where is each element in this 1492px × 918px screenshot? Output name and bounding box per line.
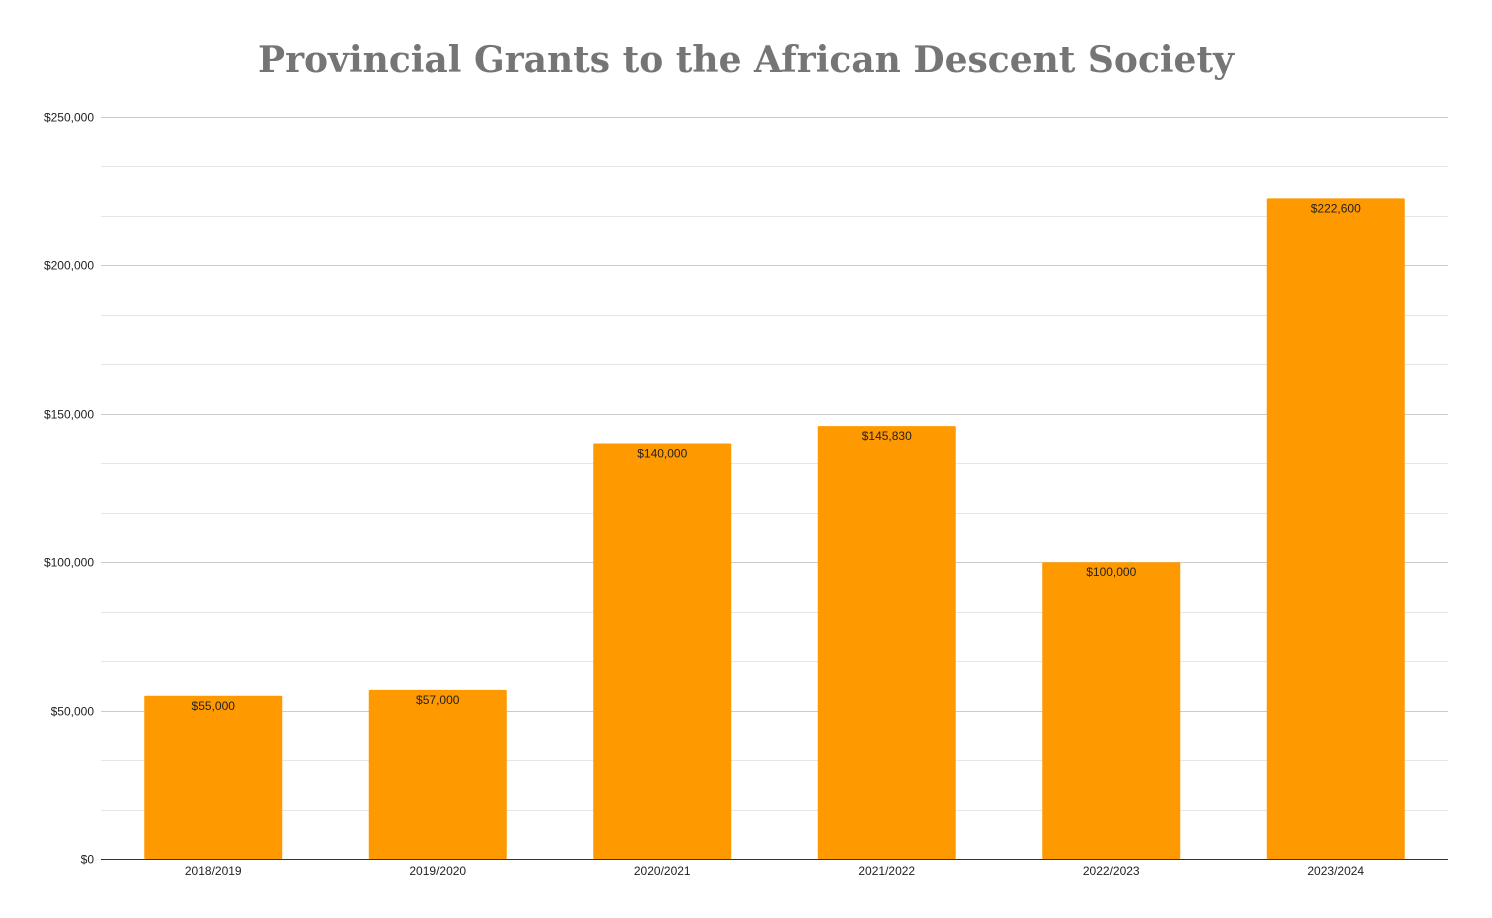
bar xyxy=(593,443,732,859)
bar-data-label: $57,000 xyxy=(416,693,460,707)
y-tick-label: $150,000 xyxy=(44,408,94,422)
y-tick-label: $200,000 xyxy=(44,259,94,273)
y-tick-label: $100,000 xyxy=(44,556,94,570)
bar-data-label: $100,000 xyxy=(1086,565,1136,579)
x-tick-label: 2023/2024 xyxy=(1307,864,1364,878)
bar xyxy=(368,689,507,859)
x-tick-label: 2021/2022 xyxy=(858,864,915,878)
bar xyxy=(144,695,283,859)
minor-gridlines xyxy=(101,166,1448,811)
bar-data-label: $222,600 xyxy=(1311,201,1361,215)
bar xyxy=(817,426,956,859)
bar-data-label: $55,000 xyxy=(192,699,236,713)
x-tick-label: 2022/2023 xyxy=(1083,864,1140,878)
x-tick-label: 2019/2020 xyxy=(409,864,466,878)
bar-data-labels: $55,000 $57,000 $140,000 $145,830 $100,000 $2… xyxy=(192,201,1362,712)
x-axis-tick-labels: 2018/2019 2019/2020 2020/2021 2021/2022 2022… xyxy=(185,864,1365,878)
y-axis-tick-labels: $0 $50,000 $100,000 $150,000 $200,000 $250,00… xyxy=(44,111,94,867)
bar xyxy=(1266,198,1405,860)
y-tick-label: $250,000 xyxy=(44,111,94,125)
bars xyxy=(144,198,1405,860)
bar xyxy=(1042,562,1181,859)
major-gridlines xyxy=(101,117,1448,712)
bar-data-label: $140,000 xyxy=(637,446,687,460)
chart-title: Provincial Grants to the African Descent… xyxy=(258,39,1235,81)
y-tick-label: $0 xyxy=(81,853,95,867)
x-tick-label: 2020/2021 xyxy=(634,864,691,878)
y-tick-label: $50,000 xyxy=(51,705,95,719)
bar-data-label: $145,830 xyxy=(862,429,912,443)
x-tick-label: 2018/2019 xyxy=(185,864,242,878)
